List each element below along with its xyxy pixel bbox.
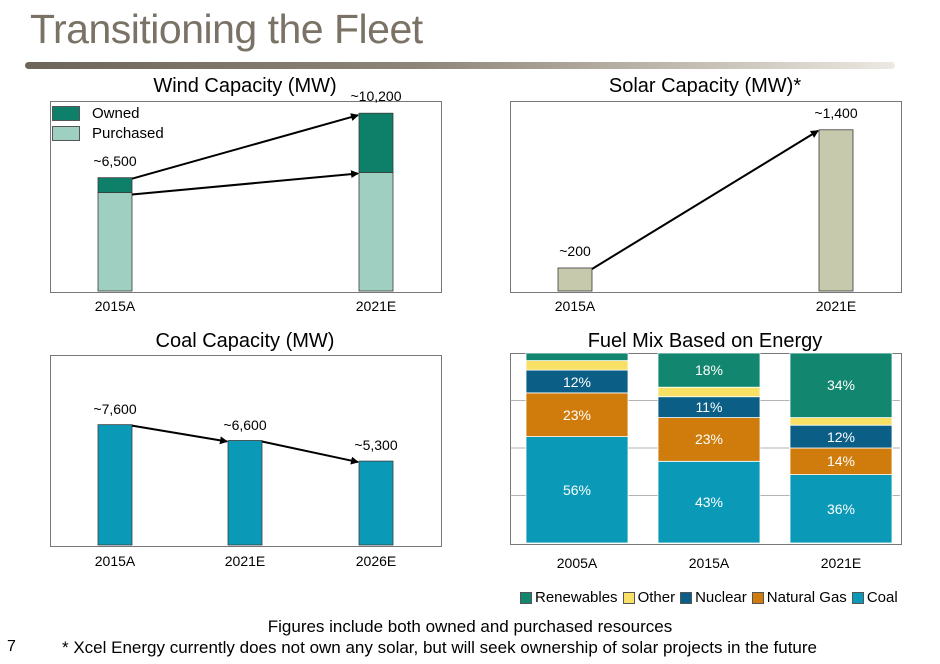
fuel-segment-natural-gas-2005A <box>525 392 629 437</box>
fuel-chart-title: Fuel Mix Based on Energy <box>587 330 823 352</box>
coal-x-tick: 2015A <box>94 553 136 569</box>
legend-renewables: Renewables <box>520 589 618 606</box>
solar-chart-title: Solar Capacity (MW)* <box>608 75 802 97</box>
fuel-segment-natural-gas-2015A <box>657 417 761 462</box>
wind-x-tick: 2015A <box>94 298 136 314</box>
title-divider <box>25 62 895 69</box>
coal-decline-arrow-2 <box>261 440 359 465</box>
wind-growth-arrow-total <box>131 113 359 180</box>
coal-decline-arrow-1 <box>131 424 228 445</box>
renewables-swatch <box>520 591 532 604</box>
wind-chart-title: Wind Capacity (MW) <box>153 75 337 97</box>
nuclear-swatch <box>680 591 693 604</box>
legend-natural-gas: Natural Gas <box>751 589 847 606</box>
fuel-x-tick: 2005A <box>556 555 598 571</box>
coal-bar-2015A <box>97 424 133 546</box>
owned-swatch <box>52 105 80 121</box>
footnote-owned-purchased: Figures include both owned and purchased… <box>267 617 673 636</box>
wind-legend: Owned Purchased <box>52 103 164 143</box>
fuel-segment-coal-2005A <box>525 436 629 544</box>
coal-bar-2021E <box>227 440 263 546</box>
fuel-segment-label-coal: 56% <box>562 481 592 498</box>
fuel-segment-coal-2021E <box>789 474 893 544</box>
fuel-segment-label-coal: 36% <box>826 500 856 517</box>
wind-bar-purchased-2015A <box>97 192 133 292</box>
legend-natural-gas-label: Natural Gas <box>766 589 847 606</box>
coal-value-label: ~5,300 <box>354 437 398 454</box>
legend-nuclear: Nuclear <box>680 589 747 606</box>
fuel-segment-label-coal: 43% <box>694 494 724 511</box>
coal-swatch <box>851 591 864 604</box>
fuel-segment-renewables-2021E <box>789 352 893 418</box>
fuel-segment-label-renewables: 18% <box>694 362 724 379</box>
fuel-segment-label-nuclear: 11% <box>695 399 723 416</box>
fuel-segment-other-2005A <box>525 360 629 371</box>
legend-nuclear-label: Nuclear <box>695 589 747 606</box>
fuel-segment-label-nuclear: 12% <box>826 428 856 445</box>
legend-coal-label: Coal <box>866 589 898 606</box>
wind-bar-purchased-2021E <box>358 172 394 292</box>
wind-bar-owned-2015A <box>97 177 133 193</box>
fuel-segment-label-natural-gas: 23% <box>562 406 592 423</box>
solar-x-tick: 2021E <box>815 298 857 314</box>
fuel-segment-label-natural-gas: 14% <box>826 453 856 470</box>
legend-renewables-label: Renewables <box>535 589 618 606</box>
coal-chart-title: Coal Capacity (MW) <box>155 330 335 352</box>
coal-value-label: ~7,600 <box>93 400 137 417</box>
fuel-segment-renewables-2005A <box>525 352 629 361</box>
purchased-swatch <box>52 125 80 141</box>
wind-total-label: ~6,500 <box>93 152 137 169</box>
coal-x-tick: 2021E <box>224 553 266 569</box>
other-swatch <box>622 591 635 604</box>
fuel-x-tick: 2021E <box>820 555 862 571</box>
solar-bar-2021E <box>818 129 854 292</box>
fuel-segment-coal-2015A <box>657 460 761 544</box>
page-number: 7 <box>7 638 16 655</box>
solar-growth-arrow <box>591 129 819 270</box>
fuel-x-tick: 2015A <box>688 555 730 571</box>
legend-purchased-label: Purchased <box>92 124 164 142</box>
wind-total-label: ~10,200 <box>350 88 402 105</box>
legend-other: Other <box>622 589 676 606</box>
wind-bar-owned-2021E <box>358 112 394 173</box>
solar-value-label: ~1,400 <box>814 104 858 121</box>
wind-x-tick: 2021E <box>355 298 397 314</box>
legend-coal: Coal <box>851 589 898 606</box>
legend-owned-label: Owned <box>92 104 140 122</box>
fuel-segment-label-nuclear: 12% <box>562 373 592 390</box>
fuel-segment-natural-gas-2021E <box>789 447 893 476</box>
legend-other-label: Other <box>637 589 676 606</box>
fuel-legend: Renewables Other Nuclear Natural Gas Coa… <box>520 589 903 606</box>
fuel-segment-other-2015A <box>657 386 761 398</box>
fuel-segment-label-renewables: 34% <box>826 377 856 394</box>
fuel-segment-renewables-2015A <box>657 352 761 388</box>
coal-x-tick: 2026E <box>355 553 397 569</box>
solar-bar-2015A <box>557 267 593 292</box>
solar-value-label: ~200 <box>559 242 591 259</box>
natural-gas-swatch <box>751 591 764 604</box>
slide-title: Transitioning the Fleet <box>30 6 423 52</box>
legend-owned: Owned <box>52 103 164 123</box>
fuel-segment-other-2021E <box>789 417 893 426</box>
coal-value-label: ~6,600 <box>223 416 267 433</box>
solar-x-tick: 2015A <box>554 298 596 314</box>
coal-bar-2026E <box>358 460 394 546</box>
wind-growth-arrow-purchased <box>131 170 359 196</box>
fuel-segment-label-natural-gas: 23% <box>694 431 724 448</box>
footnote-solar-ownership: * Xcel Energy currently does not own any… <box>62 638 817 657</box>
legend-purchased: Purchased <box>52 123 164 143</box>
